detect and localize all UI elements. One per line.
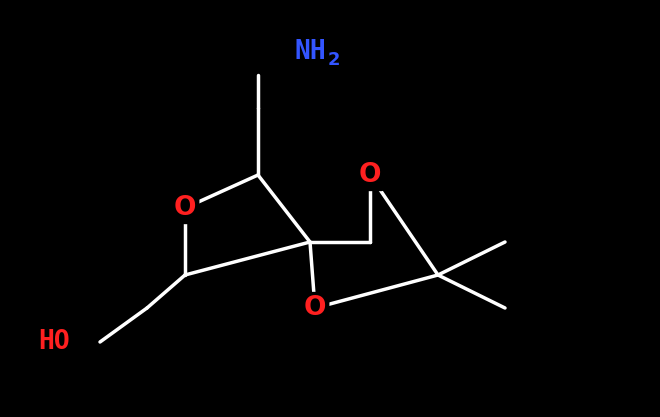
Text: O: O (304, 295, 326, 321)
Text: NH: NH (295, 39, 327, 65)
Text: 2: 2 (328, 51, 341, 69)
Text: HO: HO (38, 329, 70, 355)
Text: O: O (174, 195, 196, 221)
Text: O: O (359, 162, 381, 188)
